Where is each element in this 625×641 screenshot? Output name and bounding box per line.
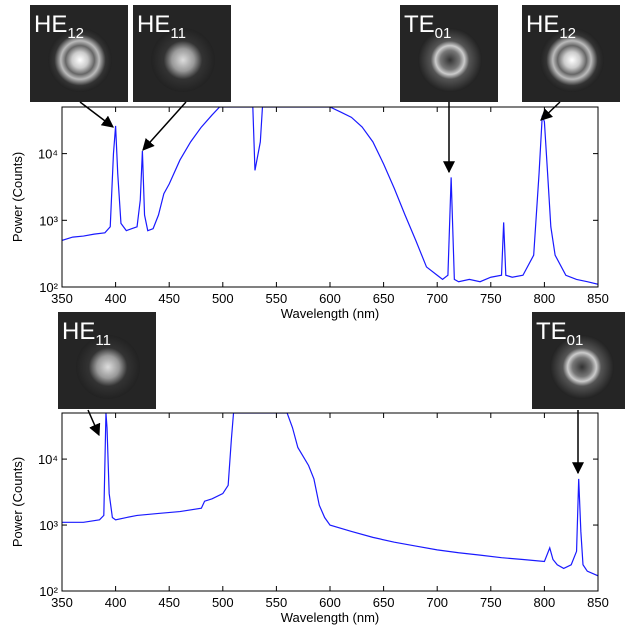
mode-label: HE12 [526, 11, 576, 42]
mode-label: TE01 [536, 318, 583, 349]
x-tick-label: 450 [158, 595, 180, 610]
mode-name: TE [536, 318, 567, 345]
mode-image [540, 28, 604, 92]
mode-name: HE [62, 318, 95, 345]
y-tick-label: 10⁴ [38, 147, 58, 162]
x-tick-label: 550 [266, 595, 288, 610]
mode-name: HE [34, 11, 67, 38]
y-tick-label: 10² [39, 584, 58, 599]
mode-subscript: 01 [567, 332, 584, 349]
x-tick-label: 850 [587, 595, 609, 610]
mode-image [151, 28, 215, 92]
x-tick-label: 850 [587, 291, 609, 306]
spectrum-line [62, 107, 598, 285]
x-tick-label: 800 [534, 291, 556, 306]
x-tick-label: 700 [426, 291, 448, 306]
x-tick-label: 600 [319, 291, 341, 306]
mode-subscript: 01 [435, 25, 452, 42]
x-tick-label: 450 [158, 291, 180, 306]
y-axis-label: Power (Counts) [10, 457, 25, 547]
x-tick-label: 700 [426, 595, 448, 610]
mode-image [550, 335, 614, 399]
y-tick-label: 10⁴ [38, 452, 58, 467]
x-tick-label: 800 [534, 595, 556, 610]
x-tick-label: 350 [51, 291, 73, 306]
mode-image [418, 28, 482, 92]
mode-name: TE [404, 11, 435, 38]
mode-label: HE11 [62, 318, 111, 349]
x-axis-label: Wavelength (nm) [281, 306, 380, 321]
mode-subscript: 12 [559, 25, 576, 42]
mode-subscript: 11 [95, 332, 111, 349]
x-tick-label: 500 [212, 595, 234, 610]
axes-box [61, 412, 599, 592]
y-axis-label: Power (Counts) [10, 152, 25, 242]
mode-name: HE [526, 11, 559, 38]
x-tick-label: 650 [373, 291, 395, 306]
spectrum-line [62, 413, 598, 577]
x-tick-label: 400 [105, 291, 127, 306]
arrow [142, 101, 187, 151]
x-tick-label: 600 [319, 595, 341, 610]
mode-name: HE [137, 11, 170, 38]
y-tick-label: 10³ [39, 213, 58, 228]
mode-image [48, 28, 112, 92]
x-tick-label: 400 [105, 595, 127, 610]
y-tick-label: 10² [39, 280, 58, 295]
x-tick-label: 750 [480, 595, 502, 610]
mode-label: HE12 [34, 11, 84, 42]
x-tick-label: 650 [373, 595, 395, 610]
x-tick-label: 500 [212, 291, 234, 306]
x-tick-label: 550 [266, 291, 288, 306]
arrow [540, 101, 561, 121]
mode-label: HE11 [137, 11, 186, 42]
arrow [87, 409, 101, 437]
x-tick-label: 750 [480, 291, 502, 306]
mode-subscript: 11 [170, 25, 186, 42]
mode-subscript: 12 [67, 25, 84, 42]
arrow [79, 101, 114, 128]
mode-image [76, 335, 140, 399]
mode-label: TE01 [404, 11, 451, 42]
y-tick-label: 10³ [39, 518, 58, 533]
x-axis-label: Wavelength (nm) [281, 610, 380, 625]
x-tick-label: 350 [51, 595, 73, 610]
axes-box [61, 106, 599, 288]
